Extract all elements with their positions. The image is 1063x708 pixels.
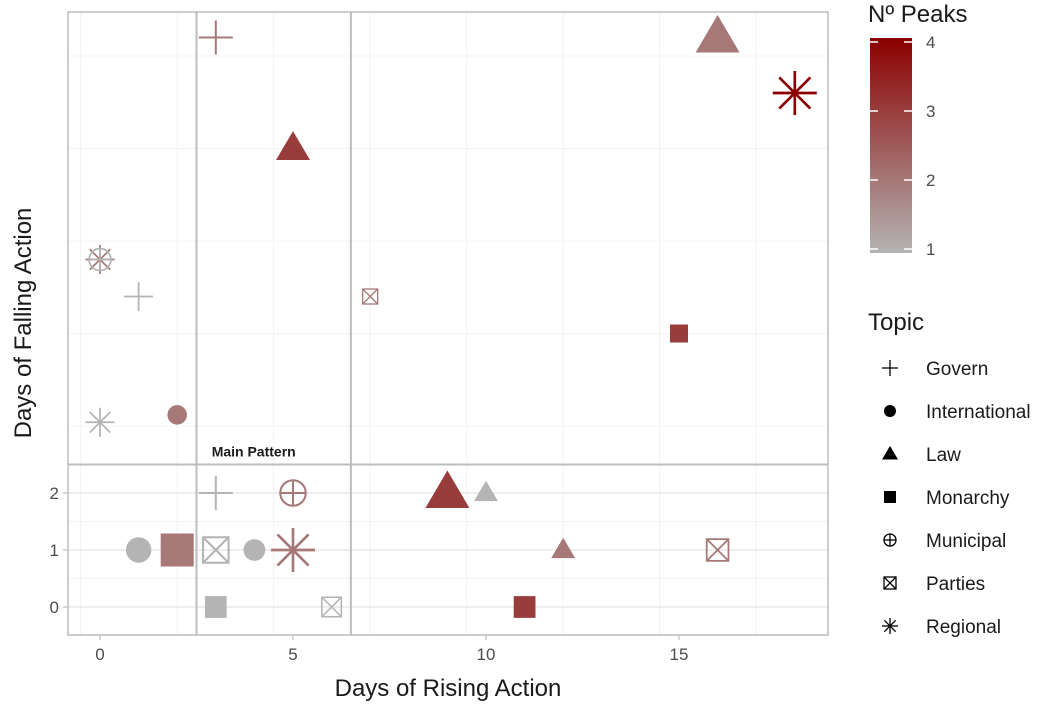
color-legend-bar <box>870 38 912 253</box>
data-point-parties <box>321 596 343 618</box>
pattern-lines <box>68 12 828 635</box>
y-axis-ticks: 0 1 2 <box>50 484 68 617</box>
legend-label: Regional <box>926 617 1001 638</box>
data-point-monarchy <box>670 324 688 343</box>
legend-label: Govern <box>926 359 988 380</box>
legend-label: Law <box>926 445 961 466</box>
data-point-law <box>695 15 740 53</box>
legend-label: International <box>926 402 1031 423</box>
data-point-parties <box>362 288 379 305</box>
color-legend: Nº Peaks 1 2 3 4 <box>868 1 967 259</box>
legend-triangle-icon <box>882 445 898 460</box>
data-point-monarchy <box>160 533 194 567</box>
shape-legend-title: Topic <box>868 309 924 336</box>
color-legend-tick-label: 1 <box>926 240 935 259</box>
data-point-municipal <box>88 247 112 272</box>
data-point-municipal <box>279 479 307 507</box>
data-point-law <box>425 470 470 508</box>
data-points <box>85 15 817 618</box>
data-point-international <box>243 539 266 561</box>
data-point-parties <box>202 536 230 564</box>
legend-circle-icon <box>884 405 896 417</box>
legend-label: Municipal <box>926 531 1006 552</box>
x-tick-label: 5 <box>288 645 297 664</box>
x-tick-label: 10 <box>477 645 496 664</box>
data-point-monarchy <box>513 596 536 618</box>
legend-label: Parties <box>926 574 985 595</box>
legend-item-parties: Parties <box>883 574 985 595</box>
legend-plus-icon <box>882 360 898 376</box>
data-point-govern <box>124 282 154 311</box>
data-point-international <box>167 405 187 425</box>
x-tick-label: 0 <box>95 645 104 664</box>
shape-legend-items: Govern International Law Monarchy Municipal P… <box>882 359 1031 638</box>
grid-lines <box>68 12 828 636</box>
data-point-govern <box>198 476 233 510</box>
y-tick-label: 0 <box>50 598 59 617</box>
data-point-law <box>551 537 576 559</box>
color-legend-title: Nº Peaks <box>868 1 967 28</box>
legend-item-international: International <box>884 402 1031 423</box>
x-axis-title: Days of Rising Action <box>335 675 562 702</box>
data-point-monarchy <box>204 596 227 618</box>
data-point-law <box>276 131 310 161</box>
color-legend-ticks: 1 2 3 4 <box>870 33 935 259</box>
legend-circle-plus-icon <box>883 533 897 547</box>
data-point-law <box>474 480 498 502</box>
color-legend-tick-label: 3 <box>926 102 935 121</box>
y-tick-label: 1 <box>50 541 59 560</box>
data-point-parties <box>705 538 730 562</box>
legend-label: Monarchy <box>926 488 1010 509</box>
data-point-govern <box>198 20 233 55</box>
y-axis-title: Days of Falling Action <box>10 208 37 439</box>
data-point-regional <box>772 71 817 115</box>
legend-square-x-icon <box>883 576 897 590</box>
x-axis-ticks: 0 5 10 15 <box>95 635 688 664</box>
legend-item-municipal: Municipal <box>883 531 1006 552</box>
shape-legend: Topic Govern International Law Monarchy Muni… <box>868 309 1031 638</box>
data-point-regional <box>85 407 115 437</box>
legend-square-icon <box>884 491 896 503</box>
data-point-regional <box>271 528 315 572</box>
x-tick-label: 15 <box>670 645 689 664</box>
color-legend-tick-label: 2 <box>926 171 935 190</box>
legend-asterisk-icon <box>882 618 898 634</box>
legend-item-regional: Regional <box>882 617 1001 638</box>
plot-panel-border <box>67 11 829 636</box>
color-legend-tick-label: 4 <box>926 33 935 52</box>
legend-item-law: Law <box>882 445 961 466</box>
legend-item-monarchy: Monarchy <box>884 488 1010 509</box>
data-point-international <box>125 537 152 563</box>
legend-item-govern: Govern <box>882 359 988 380</box>
y-tick-label: 2 <box>50 484 59 503</box>
main-pattern-label: Main Pattern <box>212 443 296 459</box>
